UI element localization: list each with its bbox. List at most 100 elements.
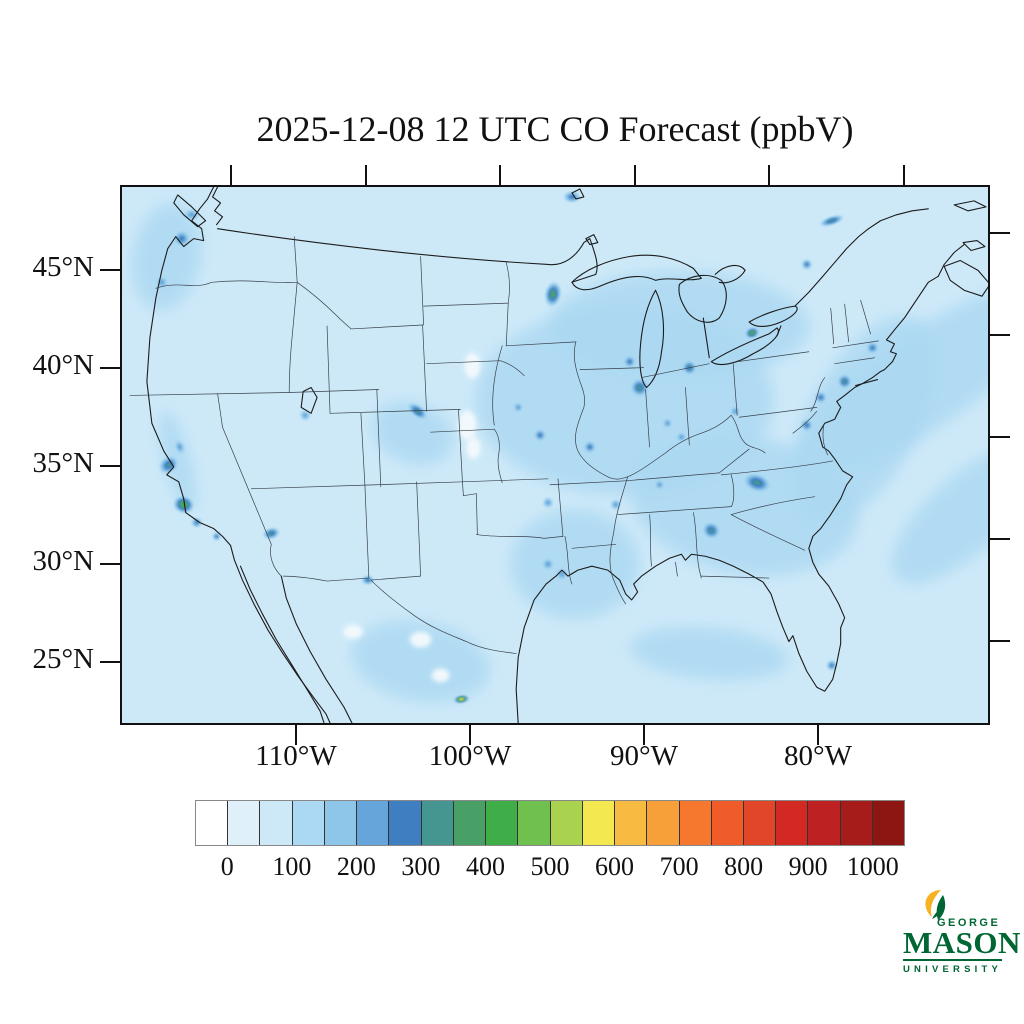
hotspot-milwaukee [623,355,636,368]
hotspot-kansas-city [534,429,547,442]
colorbar-segment [775,801,808,845]
map-panel [120,185,990,725]
gmu-flame-icon [925,890,946,920]
colorbar-tick-label: 0 [220,852,234,881]
colorbar-tick-label: 1000 [846,852,899,881]
hotspot-boston [866,341,879,354]
colorbar-segment [420,801,453,845]
hotspot-atlanta [702,522,721,539]
lon-tick [817,725,819,745]
hotspot-new-york [837,374,852,389]
colorbar-segment [388,801,421,845]
lon-tick-label: 90°W [610,740,678,772]
colorbar-segment [614,801,647,845]
colorbar-tick-label: 900 [788,852,828,881]
hotspot-salt-lake-city [300,410,311,421]
colorbar-segment [356,801,389,845]
hotspot-monterrey [454,694,469,704]
coastlines-and-lakes [146,187,988,723]
lat-tick-label: 40°N [32,349,94,381]
hotspot-memphis [610,499,621,510]
top-graticule-tick [903,165,905,185]
hotspot-miami [826,660,837,671]
colorbar-segment [646,801,679,845]
hotspot-dallas [542,558,555,571]
hotspot-minneapolis [544,282,562,307]
hotspot-philadelphia [814,391,827,404]
colorbar-tick-label: 700 [659,852,699,881]
colorbar-tick-label: 200 [336,852,376,881]
hotspot-ottawa [801,259,812,270]
lon-tick-label: 100°W [428,740,512,772]
colorbar [195,800,905,846]
colorbar-tick-label: 500 [530,852,570,881]
hotspot-tulsa [543,497,554,508]
hotspot-montreal [820,215,843,227]
colorbar-segment [581,801,615,845]
colorbar-tick-label: 300 [401,852,441,881]
hotspot-toronto [745,327,759,339]
page-title: 2025-12-08 12 UTC CO Forecast (ppbV) [256,109,854,149]
colorbar-segment [291,801,324,845]
colorbar-segment [196,801,228,845]
lat-tick-label: 35°N [32,447,94,479]
hotspot-nashville [654,479,665,490]
logo-george: GEORGE [937,917,1001,929]
colorbar-segment [742,801,776,845]
hotspot-carolinas-piedmont [743,473,771,493]
colorbar-segment [807,801,840,845]
lat-tick-label: 45°N [32,251,94,283]
hotspot-vancouver [184,209,199,221]
lat-tick [100,661,120,663]
lat-tick [100,269,120,271]
colorbar-segment [517,801,550,845]
colorbar-segment [227,801,260,845]
hotspot-pittsburgh [730,406,741,417]
colorbar-segment [259,801,292,845]
colorbar-segment [871,801,905,845]
hotspot-sacramento [174,440,185,454]
colorbar-tick-label: 100 [272,852,312,881]
colorbar-segment [549,801,582,845]
lon-tick-label: 80°W [784,740,852,772]
state-borders [129,236,879,654]
top-graticule-tick [768,165,770,185]
top-graticule-tick [634,165,636,185]
hotspot-denver [408,403,428,420]
right-graticule-tick [990,436,1010,438]
lat-tick-label: 30°N [32,545,94,577]
top-graticule-tick [365,165,367,185]
colorbar-tick-label: 800 [724,852,764,881]
lat-tick [100,563,120,565]
hotspot-cincinnati [676,432,687,443]
colorbar-segment [839,801,872,845]
hotspot-st-louis [583,441,596,454]
colorbar-tick-label: 400 [465,852,505,881]
conus-co-map [122,187,988,723]
lon-tick [643,725,645,745]
colorbar-segment [452,801,486,845]
right-graticule-tick [990,640,1010,642]
lat-tick [100,465,120,467]
right-graticule-tick [990,538,1010,540]
hotspot-mexicali [212,532,221,541]
lat-tick [100,367,120,369]
colorbar-segment [485,801,518,845]
right-graticule-tick [990,232,1010,234]
lon-tick [469,725,471,745]
colorbar-segment [678,801,711,845]
colorbar-tick-label: 600 [595,852,635,881]
logo-university: UNIVERSITY [903,959,1003,975]
hotspot-los-angeles [173,496,194,514]
hotspot-washington-dc [800,419,813,432]
gmu-logo: GEORGE MASON UNIVERSITY [893,890,1021,988]
colorbar-segment [710,801,743,845]
hotspot-indianapolis [662,418,673,429]
logo-mason: MASON [903,925,1021,960]
hotspot-omaha [513,402,524,413]
lon-tick-label: 110°W [255,740,337,772]
lat-tick-label: 25°N [32,643,94,675]
right-graticule-tick [990,334,1010,336]
colorbar-segment [323,801,357,845]
